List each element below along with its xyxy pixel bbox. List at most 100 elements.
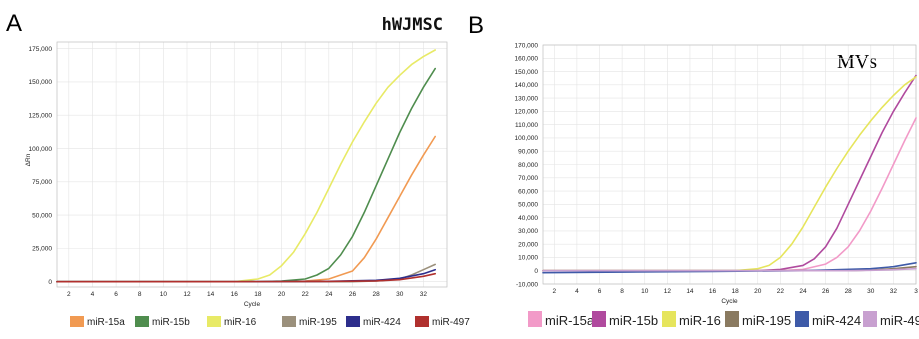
legend-swatch: [282, 316, 296, 327]
x-tick-label: 20: [278, 291, 286, 298]
y-tick-label: 150,000: [515, 69, 539, 76]
legend-label: miR-16: [679, 313, 721, 328]
legend-label: miR-195: [742, 313, 791, 328]
y-tick-label: 125,000: [29, 113, 53, 120]
x-tick-label: 18: [254, 291, 262, 298]
legend-swatch: [415, 316, 429, 327]
y-tick-label: 100,000: [515, 135, 539, 142]
y-tick-label: 90,000: [518, 149, 538, 156]
legend-swatch: [135, 316, 149, 327]
x-tick-label: 6: [114, 291, 118, 298]
x-axis-label: Cycle: [721, 298, 738, 305]
legend-swatch: [346, 316, 360, 327]
x-tick-label: 22: [302, 291, 310, 298]
x-tick-label: 28: [845, 288, 853, 295]
legend-label: miR-497: [432, 317, 470, 328]
y-tick-label: 30,000: [518, 228, 538, 235]
x-tick-label: 4: [575, 288, 579, 295]
plot-frame: [56, 41, 448, 288]
x-tick-label: 32: [890, 288, 898, 295]
x-tick-label: 30: [867, 288, 875, 295]
plot-frame: [542, 44, 917, 285]
y-tick-label: 40,000: [518, 215, 538, 222]
y-tick-label: 20,000: [518, 241, 538, 248]
x-tick-label: 2: [552, 288, 556, 295]
panel-letter: A: [6, 10, 22, 37]
y-axis-label: ΔRn: [25, 153, 32, 166]
y-tick-label: 60,000: [518, 188, 538, 195]
legend-swatch: [207, 316, 221, 327]
legend-swatch: [725, 311, 739, 327]
x-tick-label: 6: [598, 288, 602, 295]
series-line-mir-15b: [56, 67, 436, 283]
x-tick-label: 10: [160, 291, 168, 298]
legend-label: miR-424: [363, 317, 401, 328]
legend-swatch: [70, 316, 84, 327]
legend-label: miR-195: [299, 317, 337, 328]
x-tick-label: 18: [732, 288, 740, 295]
legend-swatch: [592, 311, 606, 327]
series-line-mir-497: [542, 267, 917, 272]
y-tick-label: 160,000: [515, 56, 539, 63]
x-tick-label: 16: [231, 291, 239, 298]
legend: miR-15a miR-15b miR-16 miR-195 miR-424 miR-49…: [70, 316, 470, 328]
x-tick-label: 3: [914, 288, 918, 295]
y-tick-label: 80,000: [518, 162, 538, 169]
legend-label: miR-15b: [609, 313, 658, 328]
legend: miR-15a miR-15b miR-16 miR-195 miR-424 miR-49…: [528, 311, 919, 328]
x-tick-label: 30: [396, 291, 404, 298]
y-tick-label: 50,000: [32, 212, 52, 219]
y-tick-label: 25,000: [32, 246, 52, 253]
x-tick-label: 4: [91, 291, 95, 298]
legend-label: miR-15a: [545, 313, 595, 328]
x-tick-label: 12: [183, 291, 191, 298]
legend-label: miR-15b: [152, 317, 190, 328]
x-tick-label: 20: [754, 288, 762, 295]
x-tick-label: 8: [138, 291, 142, 298]
y-tick-label: 100,000: [29, 146, 53, 153]
x-tick-label: 28: [372, 291, 380, 298]
x-tick-label: 14: [207, 291, 215, 298]
legend-label: miR-15a: [87, 317, 125, 328]
series-line-mir-16: [542, 76, 917, 272]
x-tick-label: 24: [799, 288, 807, 295]
x-tick-label: 26: [822, 288, 830, 295]
x-tick-label: 22: [777, 288, 785, 295]
series-line-mir-195: [56, 263, 436, 283]
x-tick-label: 32: [420, 291, 428, 298]
x-axis-label: Cycle: [244, 301, 261, 308]
series-line-mir-15b: [542, 74, 917, 272]
x-tick-label: 24: [325, 291, 333, 298]
chart-title: hWJMSC: [382, 15, 443, 35]
x-tick-label: 8: [620, 288, 624, 295]
x-tick-label: 14: [686, 288, 694, 295]
y-tick-label: 50,000: [518, 202, 538, 209]
y-tick-label: 120,000: [515, 109, 539, 116]
y-tick-label: 130,000: [515, 95, 539, 102]
legend-swatch: [863, 311, 877, 327]
y-tick-label: 110,000: [515, 122, 538, 129]
legend-swatch: [662, 311, 676, 327]
legend-swatch: [795, 311, 809, 327]
legend-label: miR-424: [812, 313, 861, 328]
y-tick-label: 0: [534, 268, 538, 275]
y-tick-label: 75,000: [32, 179, 52, 186]
y-tick-label: 140,000: [515, 82, 539, 89]
x-tick-label: 26: [349, 291, 357, 298]
chart-title: MVs: [837, 51, 877, 73]
y-tick-label: 150,000: [29, 79, 53, 86]
panel-b: B MVs -10,000 0 10,000 20,000 30,000 40,000 50,0…: [468, 12, 919, 328]
series-line-mir-497: [56, 272, 436, 283]
legend-label: miR-497: [880, 313, 919, 328]
x-tick-label: 16: [709, 288, 717, 295]
y-tick-label: 0: [48, 279, 52, 286]
y-tick-label: 175,000: [29, 46, 53, 53]
x-tick-label: 10: [641, 288, 649, 295]
x-tick-label: 12: [664, 288, 672, 295]
x-tick-label: 2: [67, 291, 71, 298]
y-tick-label: 70,000: [518, 175, 538, 182]
panel-letter: B: [468, 12, 484, 39]
series-line-mir-15a: [542, 117, 917, 272]
